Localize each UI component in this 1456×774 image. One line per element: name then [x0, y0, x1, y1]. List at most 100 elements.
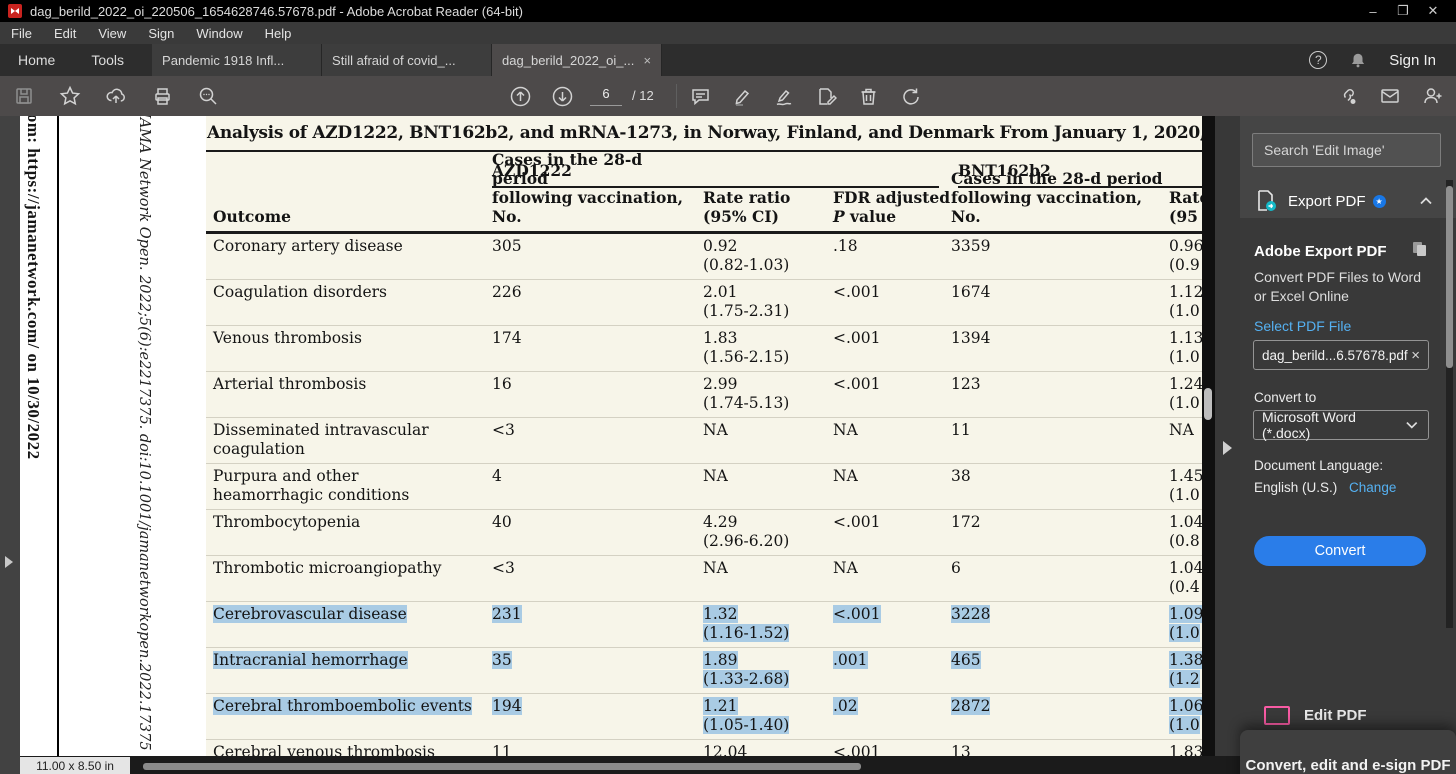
help-icon[interactable]: ? [1309, 51, 1328, 69]
rotate-icon[interactable] [898, 84, 922, 108]
table-cell: NA [703, 421, 728, 439]
trash-icon[interactable] [856, 84, 880, 108]
select-pdf-file-link[interactable]: Select PDF File [1254, 318, 1352, 334]
menu-bar: File Edit View Sign Window Help [0, 22, 1456, 44]
table-cell: 3359 [951, 237, 991, 255]
status-bar: 11.00 x 8.50 in [20, 756, 1240, 774]
next-page-icon[interactable] [550, 84, 574, 108]
menu-edit[interactable]: Edit [53, 25, 77, 41]
save-icon[interactable] [12, 84, 36, 108]
search-icon[interactable] [196, 84, 220, 108]
left-pane-expand-icon[interactable] [5, 556, 13, 568]
edit-pdf-section[interactable]: Edit PDF [1264, 706, 1367, 725]
table-cell: 1.06 (1.0 [1169, 697, 1202, 734]
tab-tools[interactable]: Tools [91, 52, 125, 68]
panel-description: Convert PDF Files to Word or Excel Onlin… [1254, 269, 1422, 304]
table-row: Thrombotic microangiopathy <3 NA NA 6 1.04 (0.… [206, 556, 1202, 602]
table-cell: NA [833, 467, 858, 485]
table-cell: 1.12 (1.0 [1169, 283, 1202, 320]
premium-star-badge-icon: ★ [1372, 194, 1386, 208]
table-cell: .18 [833, 237, 858, 255]
table-cell: Cerebrovascular disease [213, 605, 407, 623]
change-language-link[interactable]: Change [1349, 480, 1397, 495]
tab-home[interactable]: Home [18, 52, 56, 68]
col-header-rate-bnt: Rate (95 [1169, 188, 1202, 226]
minimize-button[interactable]: – [1369, 3, 1377, 19]
remove-file-icon[interactable]: × [1411, 346, 1420, 364]
document-vertical-scrollbar[interactable] [1202, 116, 1215, 756]
table-cell: Cerebral venous thrombosis [213, 743, 435, 756]
selected-file-chip[interactable]: dag_berild...6.57678.pdf × [1253, 340, 1429, 370]
group-rule [958, 186, 1202, 188]
export-pdf-panel: Adobe Export PDF Convert PDF Files to Wo… [1240, 218, 1456, 774]
document-language-row: English (U.S.) Change [1254, 480, 1396, 495]
sidebar-scrollbar[interactable] [1446, 180, 1453, 628]
menu-view[interactable]: View [98, 25, 127, 41]
edit-page-icon[interactable] [814, 84, 838, 108]
col-header-rate-azd: Rate ratio (95% CI) [703, 188, 791, 226]
horizontal-scroll-thumb[interactable] [143, 763, 861, 770]
menu-help[interactable]: Help [264, 25, 292, 41]
table-cell: Arterial thrombosis [213, 375, 367, 393]
doc-tab-still-afraid[interactable]: Still afraid of covid_... [322, 44, 493, 76]
tab-close-icon[interactable]: × [643, 52, 652, 68]
table-title: Analysis of AZD1222, BNT162b2, and mRNA-… [207, 123, 1202, 143]
export-pdf-header[interactable]: Export PDF ★ [1240, 184, 1456, 218]
table-cell: 0.96 (0.9 [1169, 237, 1202, 274]
table-cell: 174 [492, 329, 522, 347]
notifications-bell-icon[interactable] [1349, 51, 1367, 69]
doc-tab-dag-berild-active[interactable]: dag_berild_2022_oi_... × [492, 44, 663, 76]
chevron-up-icon[interactable] [1418, 193, 1434, 209]
doc-tab-pandemic[interactable]: Pandemic 1918 Infl... [152, 44, 323, 76]
table-cell: Purpura and other heamorrhagic conditions [213, 467, 410, 504]
table-cell: 13 [951, 743, 971, 756]
page-number-input[interactable]: 6 [590, 86, 622, 106]
table-cell: 0.92 (0.82-1.03) [703, 237, 790, 274]
menu-sign[interactable]: Sign [148, 25, 175, 41]
sign-in-button[interactable]: Sign In [1389, 51, 1436, 69]
table-cell: 2.99 (1.74-5.13) [703, 375, 790, 412]
left-pane-strip [0, 116, 20, 774]
table-cell: NA [1169, 421, 1194, 439]
format-dropdown[interactable]: Microsoft Word (*.docx) [1253, 409, 1429, 441]
table-row: Arterial thrombosis 16 2.99 (1.74-5.13) <.00… [206, 372, 1202, 418]
menu-file[interactable]: File [11, 25, 32, 41]
table-cell: 6 [951, 559, 961, 577]
table-cell: <3 [492, 421, 515, 439]
add-person-icon[interactable] [1420, 84, 1444, 108]
sign-pen-icon[interactable] [772, 84, 796, 108]
highlighter-icon[interactable] [730, 84, 754, 108]
share-link-icon[interactable] [1336, 84, 1360, 108]
favorite-star-icon[interactable] [58, 84, 82, 108]
tab-bar: Home Tools Pandemic 1918 Infl... Still a… [0, 44, 1456, 76]
cloud-upload-icon[interactable] [104, 84, 128, 108]
sidebar-search-input[interactable]: Search 'Edit Image' [1252, 133, 1441, 167]
panel-title: Adobe Export PDF [1254, 243, 1387, 260]
table-cell: 1394 [951, 329, 991, 347]
document-language-label: Document Language: [1254, 458, 1384, 473]
convert-button[interactable]: Convert [1254, 536, 1426, 566]
email-icon[interactable] [1378, 84, 1402, 108]
table-cell: Thrombocytopenia [213, 513, 361, 531]
table-cell: Cerebral thromboembolic events [213, 697, 472, 715]
right-pane-expand-icon[interactable] [1223, 441, 1232, 455]
table-body: Coronary artery disease 305 0.92 (0.82-1.03… [206, 234, 1202, 756]
group-header-azd1222: AZD1222 [492, 161, 572, 180]
menu-window[interactable]: Window [196, 25, 243, 41]
previous-page-icon[interactable] [508, 84, 532, 108]
comment-icon[interactable] [688, 84, 712, 108]
table-cell: <.001 [833, 743, 881, 756]
print-icon[interactable] [150, 84, 174, 108]
col-header-cases-bnt: Cases in the 28-d period following vacci… [951, 169, 1163, 226]
vertical-scroll-thumb[interactable] [1204, 388, 1212, 420]
table-cell: 1.09 (1.0 [1169, 605, 1202, 642]
close-button[interactable]: ✕ [1427, 3, 1439, 18]
export-pdf-icon [1258, 190, 1276, 211]
watermark-download-url: rom: https://jamanetwork.com/ on 10/30/2… [24, 116, 43, 460]
sidebar-scroll-thumb[interactable] [1446, 186, 1453, 368]
restore-button[interactable]: ❐ [1397, 3, 1409, 18]
table-cell: 2872 [951, 697, 991, 715]
chevron-down-icon [1406, 421, 1418, 429]
table-cell: Intracranial hemorrhage [213, 651, 408, 669]
